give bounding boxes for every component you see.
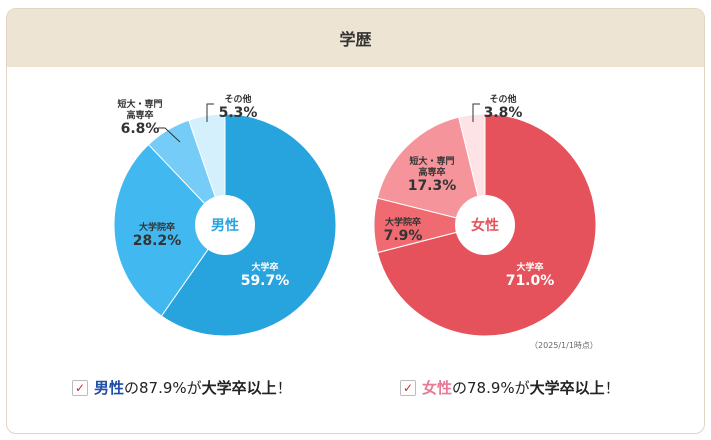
male-conclusion: ✓ 男性の87.9%が大学卒以上！ [72, 377, 292, 398]
category-label: その他 [224, 93, 251, 105]
value-label: 6.8% [121, 121, 160, 137]
category-label: 大学院卒 [139, 221, 175, 233]
sex: 男性 [94, 379, 125, 397]
mid: の78.9%が [452, 379, 530, 397]
category-label: 高専卒 [418, 166, 445, 178]
value-label: 3.8% [484, 105, 523, 121]
value-label: 71.0% [506, 273, 555, 289]
bold: 大学卒以上 [201, 379, 277, 397]
leader-line [158, 127, 181, 143]
category-label: 短大・専門 [409, 155, 454, 167]
date-note: （2025/1/1時点） [530, 341, 598, 350]
value-label: 5.3% [219, 105, 258, 121]
female-conclusion: ✓ 女性の78.9%が大学卒以上！ [400, 377, 620, 398]
pie-slice [376, 116, 486, 226]
category-label: 高専卒 [126, 109, 153, 121]
checkbox-icon: ✓ [400, 379, 416, 396]
mid: の87.9%が [124, 379, 202, 397]
value-label: 17.3% [408, 178, 457, 194]
value-label: 59.7% [241, 273, 290, 289]
center-label: 女性 [471, 217, 499, 234]
category-label: その他 [489, 93, 516, 105]
bold: 大学卒以上 [529, 379, 605, 397]
value-label: 7.9% [384, 228, 423, 244]
value-label: 28.2% [133, 233, 182, 249]
end: ！ [604, 379, 620, 397]
sex: 女性 [422, 379, 453, 397]
pie-center [195, 195, 255, 255]
category-label: 短大・専門 [117, 98, 162, 110]
leader-line [206, 103, 214, 122]
checkbox-icon: ✓ [72, 379, 88, 396]
category-label: 大学院卒 [385, 216, 421, 228]
end: ！ [276, 379, 292, 397]
card-title: 学歴 [7, 9, 704, 67]
category-label: 大学卒 [516, 261, 543, 273]
pie-center [455, 195, 515, 255]
leader-line [472, 103, 480, 122]
category-label: 大学卒 [251, 261, 278, 273]
center-label: 男性 [211, 217, 239, 234]
pie-slice [113, 143, 226, 317]
